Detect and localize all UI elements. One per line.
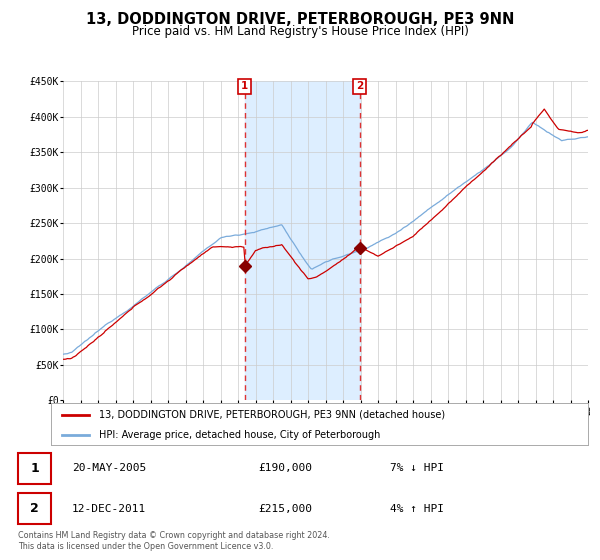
Text: 2: 2 (30, 502, 39, 515)
Text: 2: 2 (356, 81, 363, 91)
Text: Contains HM Land Registry data © Crown copyright and database right 2024.
This d: Contains HM Land Registry data © Crown c… (18, 531, 330, 551)
Text: 13, DODDINGTON DRIVE, PETERBOROUGH, PE3 9NN: 13, DODDINGTON DRIVE, PETERBOROUGH, PE3 … (86, 12, 514, 27)
Text: 7% ↓ HPI: 7% ↓ HPI (390, 463, 444, 473)
Bar (18, 453, 51, 484)
Bar (18, 493, 51, 524)
Text: 1: 1 (241, 81, 248, 91)
Text: 4% ↑ HPI: 4% ↑ HPI (390, 504, 444, 514)
Text: 12-DEC-2011: 12-DEC-2011 (72, 504, 146, 514)
Text: 13, DODDINGTON DRIVE, PETERBOROUGH, PE3 9NN (detached house): 13, DODDINGTON DRIVE, PETERBOROUGH, PE3 … (100, 410, 445, 420)
Text: Price paid vs. HM Land Registry's House Price Index (HPI): Price paid vs. HM Land Registry's House … (131, 25, 469, 38)
Text: £190,000: £190,000 (258, 463, 312, 473)
Text: HPI: Average price, detached house, City of Peterborough: HPI: Average price, detached house, City… (100, 430, 381, 440)
Text: £215,000: £215,000 (258, 504, 312, 514)
Text: 20-MAY-2005: 20-MAY-2005 (72, 463, 146, 473)
Bar (245, 81, 359, 400)
Text: 1: 1 (30, 462, 39, 475)
